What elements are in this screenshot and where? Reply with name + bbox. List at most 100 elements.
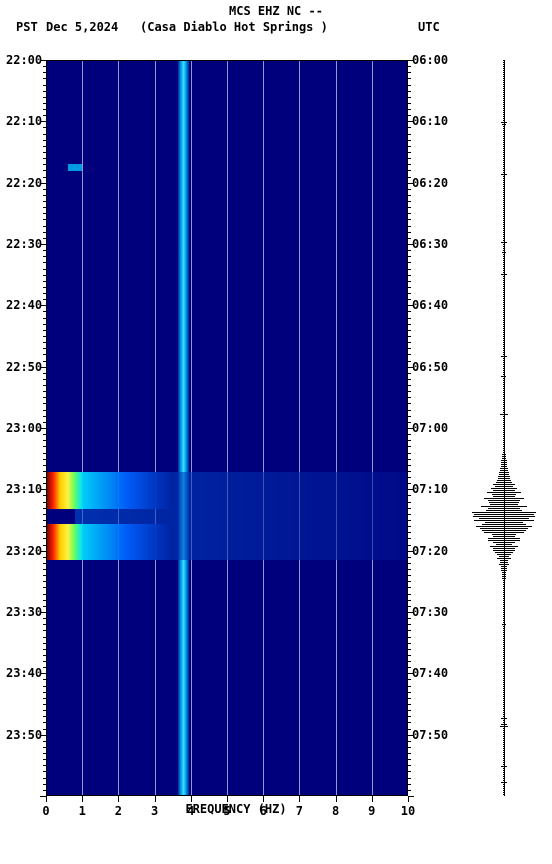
waveform-sample: [503, 146, 505, 147]
y-minor-tick: [408, 287, 411, 288]
waveform-sample: [501, 766, 508, 767]
waveform-sample: [503, 386, 505, 387]
waveform-sample: [503, 198, 505, 199]
waveform-sample: [503, 394, 505, 395]
waveform-sample: [501, 460, 507, 461]
waveform-sample: [503, 582, 505, 583]
waveform-sample: [503, 626, 505, 627]
waveform-sample: [503, 158, 505, 159]
waveform-sample: [479, 518, 529, 519]
y-minor-tick: [408, 232, 411, 233]
hot-band-tail: [82, 472, 173, 509]
y-left-label: 23:40: [6, 666, 46, 680]
waveform-sample: [503, 374, 505, 375]
waveform-sample: [503, 664, 505, 665]
waveform-sample: [503, 156, 505, 157]
waveform-sample: [488, 500, 519, 501]
waveform-sample: [503, 258, 505, 259]
y-minor-tick: [408, 765, 411, 766]
y-minor-tick: [43, 532, 46, 533]
y-minor-tick: [43, 324, 46, 325]
waveform-sample: [503, 380, 505, 381]
y-minor-tick: [408, 729, 411, 730]
waveform-sample: [503, 142, 505, 143]
waveform-sample: [503, 656, 505, 657]
waveform-sample: [501, 718, 506, 719]
y-minor-tick: [43, 256, 46, 257]
y-minor-tick: [43, 195, 46, 196]
waveform-sample: [503, 406, 505, 407]
y-minor-tick: [43, 213, 46, 214]
waveform-sample: [503, 264, 505, 265]
waveform-sample: [502, 456, 506, 457]
waveform-sample: [503, 318, 505, 319]
y-minor-tick: [408, 373, 411, 374]
waveform-sample: [503, 86, 505, 87]
y-minor-tick: [43, 440, 46, 441]
waveform-sample: [503, 138, 505, 139]
waveform-sample: [503, 176, 505, 177]
y-minor-tick: [408, 177, 411, 178]
y-minor-tick: [408, 311, 411, 312]
waveform-sample: [503, 702, 505, 703]
waveform-sample: [503, 240, 505, 241]
waveform-sample: [503, 234, 505, 235]
y-minor-tick: [43, 716, 46, 717]
waveform-sample: [503, 168, 505, 169]
y-minor-tick: [43, 416, 46, 417]
waveform-sample: [503, 300, 505, 301]
waveform-sample: [503, 296, 505, 297]
waveform-sample: [503, 618, 505, 619]
y-left-label: 22:30: [6, 237, 46, 251]
waveform-sample: [503, 398, 505, 399]
y-minor-tick: [408, 134, 411, 135]
waveform-sample: [503, 362, 505, 363]
waveform-sample: [497, 558, 510, 559]
waveform-sample: [503, 632, 505, 633]
y-minor-tick: [408, 655, 411, 656]
y-minor-tick: [43, 348, 46, 349]
waveform-sample: [503, 774, 505, 775]
y-minor-tick: [43, 600, 46, 601]
waveform-sample: [503, 250, 505, 251]
waveform-sample: [503, 278, 505, 279]
waveform-sample: [503, 658, 505, 659]
gridline-v: [263, 60, 264, 796]
waveform-sample: [501, 174, 508, 175]
y-minor-tick: [43, 164, 46, 165]
waveform-sample: [503, 434, 505, 435]
y-left-label: 22:50: [6, 360, 46, 374]
waveform-sample: [503, 354, 505, 355]
y-minor-tick: [408, 213, 411, 214]
waveform-sample: [503, 730, 505, 731]
waveform-sample: [502, 574, 507, 575]
waveform-sample: [503, 780, 505, 781]
waveform-sample: [503, 338, 505, 339]
waveform-sample: [503, 448, 505, 449]
y-minor-tick: [408, 508, 411, 509]
waveform-sample: [500, 562, 509, 563]
waveform-sample: [503, 64, 505, 65]
y-minor-tick: [43, 109, 46, 110]
y-minor-tick: [408, 532, 411, 533]
y-minor-tick: [408, 538, 411, 539]
waveform-sample: [503, 436, 505, 437]
waveform-sample: [484, 532, 525, 533]
y-minor-tick: [408, 336, 411, 337]
waveform-sample: [503, 322, 505, 323]
waveform-sample: [503, 324, 505, 325]
waveform-sample: [503, 238, 505, 239]
y-minor-tick: [408, 330, 411, 331]
waveform-sample: [503, 614, 505, 615]
waveform-sample: [503, 790, 505, 791]
waveform-sample: [503, 112, 505, 113]
blip: [68, 164, 82, 171]
gridline-v: [155, 60, 156, 796]
y-minor-tick: [43, 765, 46, 766]
y-minor-tick: [408, 72, 411, 73]
waveform-sample: [501, 568, 507, 569]
waveform-sample: [503, 344, 505, 345]
waveform-sample: [503, 684, 505, 685]
y-right-label: 06:30: [412, 237, 458, 251]
waveform-sample: [503, 292, 505, 293]
